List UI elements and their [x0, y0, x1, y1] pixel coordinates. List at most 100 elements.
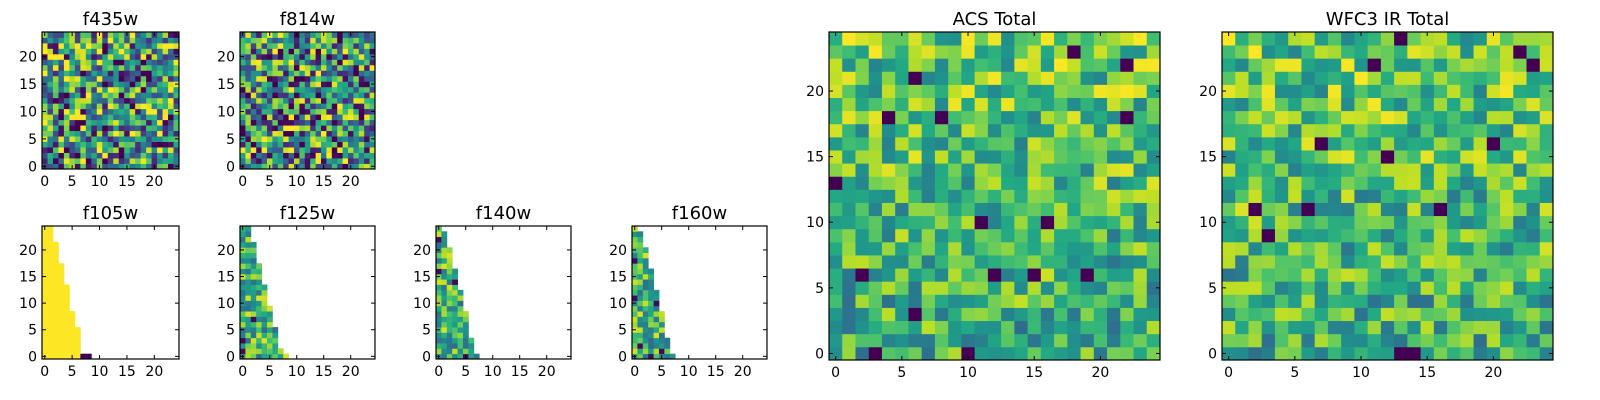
heatmap-cell: [353, 53, 360, 60]
heatmap-cell: [868, 241, 883, 256]
heatmap-cell: [52, 353, 59, 360]
heatmap-cell: [1354, 268, 1369, 282]
heatmap-cell: [294, 103, 300, 110]
heatmap-cell: [140, 70, 147, 77]
heatmap-cell: [1486, 333, 1501, 348]
heatmap-cell: [1433, 123, 1448, 138]
heatmap-cell: [240, 114, 246, 121]
heatmap-cell: [1133, 97, 1148, 112]
heatmap-cell: [948, 215, 962, 230]
heatmap-cell: [1027, 307, 1042, 322]
heatmap-cell: [47, 268, 54, 275]
heatmap-cell: [659, 327, 665, 333]
heatmap-cell: [146, 86, 152, 93]
heatmap-cell: [1513, 215, 1527, 230]
heatmap-cell: [1146, 228, 1161, 243]
heatmap-cell: [118, 97, 125, 104]
heatmap-cell: [52, 86, 59, 93]
heatmap-cell: [272, 53, 279, 60]
heatmap-cell: [1054, 294, 1068, 308]
heatmap-cell: [895, 97, 909, 112]
heatmap-cell: [96, 92, 103, 99]
heatmap-cell: [315, 108, 322, 115]
heatmap-cell: [441, 284, 448, 291]
heatmap-cell: [151, 114, 158, 121]
heatmap-cell: [283, 147, 289, 153]
heatmap-cell: [921, 228, 936, 243]
heatmap-cell: [69, 147, 76, 153]
heatmap-cell: [1314, 202, 1329, 217]
heatmap-cell: [1274, 346, 1289, 361]
heatmap-cell: [85, 53, 92, 60]
heatmap-cell: [1001, 45, 1015, 59]
heatmap-cell: [250, 295, 257, 301]
heatmap-cell: [1341, 281, 1355, 295]
heatmap-cell: [974, 255, 989, 269]
heatmap-cell: [283, 163, 289, 170]
heatmap-cell: [96, 64, 103, 71]
heatmap-cell: [168, 42, 174, 49]
heatmap-cell: [653, 316, 660, 323]
heatmap-cell: [294, 42, 300, 49]
heatmap-cell: [326, 92, 333, 99]
heatmap-cell: [842, 281, 856, 295]
heatmap-cell: [331, 103, 338, 110]
heatmap-cell: [881, 294, 896, 308]
heatmap-cell: [648, 348, 654, 355]
heatmap-cell: [299, 163, 306, 170]
heatmap-cell: [895, 268, 909, 282]
heatmap-cell: [961, 176, 976, 190]
heatmap-cell: [277, 59, 284, 66]
heatmap-cell: [85, 81, 92, 88]
heatmap-cell: [353, 141, 360, 148]
heatmap-cell: [299, 81, 306, 88]
heatmap-cell: [310, 147, 316, 153]
heatmap-cell: [446, 337, 453, 344]
heatmap-cell: [129, 92, 136, 99]
heatmap-cell: [855, 333, 870, 348]
heatmap-cell: [1054, 202, 1068, 217]
heatmap-cell: [1067, 136, 1081, 151]
heatmap-cell: [315, 147, 322, 153]
axes-frame: [239, 225, 376, 360]
heatmap-cell: [1500, 71, 1514, 85]
heatmap-cell: [63, 141, 70, 148]
heatmap-cell: [364, 53, 370, 60]
heatmap-cell: [91, 86, 98, 93]
heatmap-cell: [47, 53, 54, 60]
heatmap-cell: [1380, 320, 1395, 335]
heatmap-cell: [337, 92, 343, 99]
heatmap-cell: [1367, 202, 1382, 217]
heatmap-cell: [58, 295, 65, 301]
heatmap-cell: [961, 71, 976, 85]
heatmap-cell: [52, 37, 59, 44]
heatmap-cell: [1235, 255, 1249, 269]
heatmap-cell: [974, 228, 989, 243]
heatmap-cell: [921, 241, 936, 256]
heatmap-cell: [256, 48, 262, 55]
heatmap-cell: [829, 97, 843, 112]
heatmap-cell: [162, 37, 169, 44]
heatmap-cell: [124, 53, 131, 60]
heatmap-cell: [348, 108, 354, 115]
heatmap-cell: [648, 311, 654, 317]
heatmap-cell: [895, 320, 909, 335]
heatmap-cell: [1420, 150, 1435, 164]
heatmap-cell: [441, 252, 448, 259]
heatmap-cell: [1001, 71, 1015, 85]
heatmap-cell: [648, 316, 654, 323]
heatmap-cell: [1460, 346, 1474, 361]
x-tick-label: 5: [461, 364, 470, 380]
heatmap-cell: [240, 252, 246, 259]
heatmap-cell: [261, 147, 268, 153]
heatmap-cell: [1222, 136, 1236, 151]
heatmap-cell: [1120, 228, 1134, 243]
y-tick-label: 5: [618, 323, 627, 339]
heatmap-cell: [1500, 346, 1514, 361]
y-tick-label: 15: [1199, 150, 1217, 166]
heatmap-cell: [277, 152, 284, 159]
heatmap-cell: [829, 150, 843, 164]
heatmap-cell: [277, 348, 284, 355]
heatmap-cell: [446, 247, 453, 253]
heatmap-cell: [358, 92, 365, 99]
